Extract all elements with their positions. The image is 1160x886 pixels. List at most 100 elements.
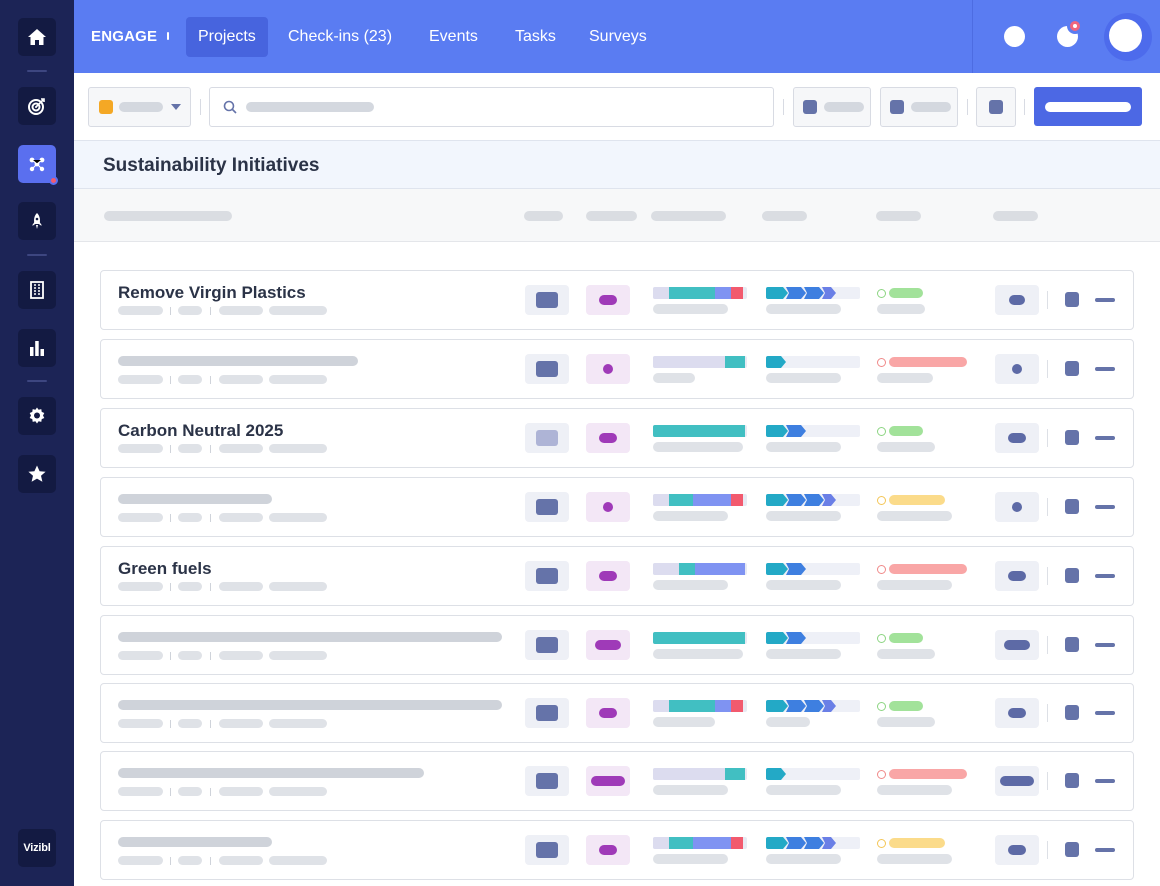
- row-divider: [1047, 636, 1048, 654]
- priority-indicator: [595, 640, 621, 650]
- avatar[interactable]: [1109, 19, 1142, 52]
- category-badge[interactable]: [525, 423, 569, 453]
- brand-label: ENGAGE: [91, 28, 158, 45]
- row-action-icon[interactable]: [1065, 430, 1079, 445]
- sidebar-item-home[interactable]: [18, 18, 56, 56]
- priority-badge[interactable]: [586, 630, 630, 660]
- sidebar-item-goals[interactable]: [18, 87, 56, 125]
- tab-surveys[interactable]: Surveys: [589, 28, 647, 45]
- sidebar-item-launch[interactable]: [18, 202, 56, 240]
- row-action-icon[interactable]: [1065, 292, 1079, 307]
- meta-item: [178, 444, 202, 453]
- tab-tasks[interactable]: Tasks: [515, 28, 556, 45]
- create-project-button[interactable]: [1034, 87, 1142, 126]
- table-row[interactable]: [100, 615, 1134, 675]
- priority-badge[interactable]: [586, 766, 630, 796]
- row-action-icon[interactable]: [1065, 842, 1079, 857]
- project-title[interactable]: Remove Virgin Plastics: [118, 283, 306, 302]
- meta-item: [269, 375, 327, 384]
- row-action-icon[interactable]: [1065, 637, 1079, 652]
- sidebar-item-reports[interactable]: [18, 329, 56, 367]
- tab-projects[interactable]: Projects: [186, 17, 268, 57]
- category-badge[interactable]: [525, 561, 569, 591]
- sidebar-item-suppliers[interactable]: [18, 271, 56, 309]
- category-badge[interactable]: [525, 766, 569, 796]
- owner-badge[interactable]: [995, 766, 1039, 796]
- owner-indicator: [1000, 776, 1034, 786]
- table-row[interactable]: [100, 339, 1134, 399]
- column-header-2[interactable]: [586, 211, 637, 221]
- settings-button[interactable]: [976, 87, 1016, 127]
- row-action-icon[interactable]: [1065, 773, 1079, 788]
- stage-step: [766, 356, 786, 368]
- column-header-1[interactable]: [524, 211, 563, 221]
- row-menu-icon[interactable]: [1095, 711, 1115, 715]
- allocation-caption: [653, 373, 695, 383]
- column-header-name[interactable]: [104, 211, 232, 221]
- stage-step: [804, 700, 824, 712]
- row-menu-icon[interactable]: [1095, 779, 1115, 783]
- category-badge[interactable]: [525, 354, 569, 384]
- stage-progress: [766, 287, 860, 299]
- priority-badge[interactable]: [586, 698, 630, 728]
- row-menu-icon[interactable]: [1095, 436, 1115, 440]
- tab-check-ins[interactable]: Check-ins (23): [288, 28, 393, 45]
- category-badge[interactable]: [525, 492, 569, 522]
- table-row[interactable]: Remove Virgin Plastics: [100, 270, 1134, 330]
- priority-badge[interactable]: [586, 835, 630, 865]
- owner-badge[interactable]: [995, 561, 1039, 591]
- priority-badge[interactable]: [586, 492, 630, 522]
- column-header-6[interactable]: [993, 211, 1038, 221]
- category-badge[interactable]: [525, 698, 569, 728]
- priority-badge[interactable]: [586, 354, 630, 384]
- status-dot: [877, 426, 886, 436]
- priority-badge[interactable]: [586, 285, 630, 315]
- sidebar-item-favourites[interactable]: [18, 455, 56, 493]
- owner-badge[interactable]: [995, 698, 1039, 728]
- toolbar: [74, 73, 1160, 141]
- owner-badge[interactable]: [995, 354, 1039, 384]
- column-header-4[interactable]: [762, 211, 807, 221]
- priority-badge[interactable]: [586, 561, 630, 591]
- page-title: Sustainability Initiatives: [103, 155, 320, 176]
- table-row[interactable]: [100, 477, 1134, 537]
- column-header-3[interactable]: [651, 211, 726, 221]
- category-badge[interactable]: [525, 285, 569, 315]
- stage-progress: [766, 563, 860, 575]
- row-action-icon[interactable]: [1065, 361, 1079, 376]
- table-row[interactable]: [100, 820, 1134, 880]
- sidebar-item-settings[interactable]: [18, 397, 56, 435]
- meta-item: [178, 856, 202, 865]
- table-row[interactable]: [100, 683, 1134, 743]
- owner-badge[interactable]: [995, 835, 1039, 865]
- row-menu-icon[interactable]: [1095, 298, 1115, 302]
- view-toggle-button[interactable]: [793, 87, 871, 127]
- project-title[interactable]: Green fuels: [118, 559, 212, 578]
- row-menu-icon[interactable]: [1095, 848, 1115, 852]
- priority-badge[interactable]: [586, 423, 630, 453]
- owner-badge[interactable]: [995, 285, 1039, 315]
- owner-badge[interactable]: [995, 423, 1039, 453]
- row-action-icon[interactable]: [1065, 499, 1079, 514]
- row-action-icon[interactable]: [1065, 568, 1079, 583]
- tab-events[interactable]: Events: [429, 28, 478, 45]
- table-row[interactable]: Green fuels: [100, 546, 1134, 606]
- category-badge[interactable]: [525, 630, 569, 660]
- row-menu-icon[interactable]: [1095, 643, 1115, 647]
- search-input[interactable]: [209, 87, 774, 127]
- category-badge[interactable]: [525, 835, 569, 865]
- row-menu-icon[interactable]: [1095, 367, 1115, 371]
- owner-badge[interactable]: [995, 492, 1039, 522]
- column-header-5[interactable]: [876, 211, 921, 221]
- row-menu-icon[interactable]: [1095, 574, 1115, 578]
- sidebar-item-network[interactable]: [18, 145, 58, 185]
- project-title[interactable]: Carbon Neutral 2025: [118, 421, 284, 440]
- owner-badge[interactable]: [995, 630, 1039, 660]
- help-icon[interactable]: [1004, 26, 1025, 47]
- table-row[interactable]: [100, 751, 1134, 811]
- table-row[interactable]: Carbon Neutral 2025: [100, 408, 1134, 468]
- row-action-icon[interactable]: [1065, 705, 1079, 720]
- sort-button[interactable]: [880, 87, 958, 127]
- filter-dropdown[interactable]: [88, 87, 191, 127]
- row-menu-icon[interactable]: [1095, 505, 1115, 509]
